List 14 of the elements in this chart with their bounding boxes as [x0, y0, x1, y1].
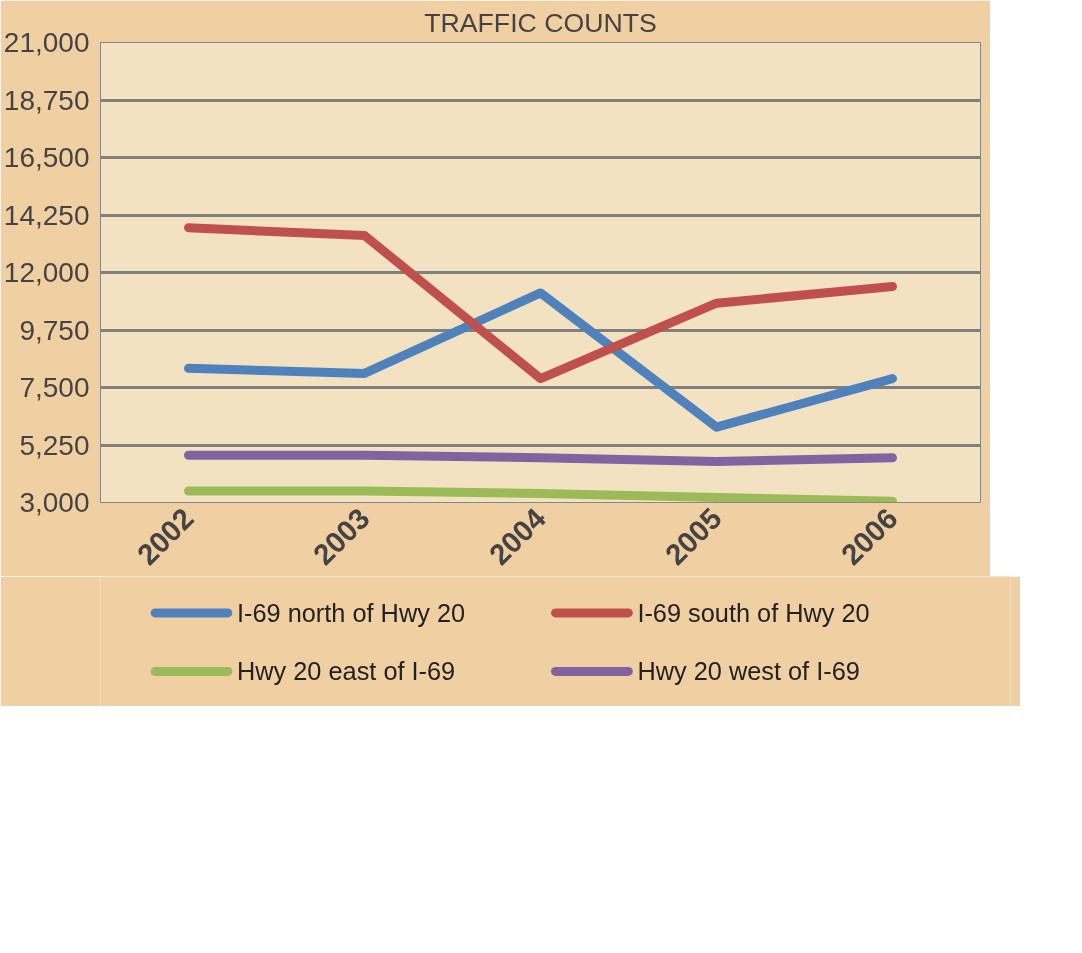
- y-tick-label: 18,750: [3, 84, 90, 116]
- y-tick-label: 14,250: [3, 199, 90, 231]
- legend-label: I-69 north of Hwy 20: [237, 598, 466, 627]
- y-tick-label: 12,000: [3, 257, 90, 288]
- y-tick-label: 16,500: [3, 142, 90, 173]
- chart-title: TRAFFIC COUNTS: [424, 7, 657, 38]
- y-tick-label: 5,250: [19, 429, 90, 461]
- legend-label: Hwy 20 west of I-69: [637, 657, 860, 686]
- y-tick-label: 3,000: [19, 487, 90, 518]
- y-tick-label: 21,000: [3, 27, 90, 58]
- y-tick-label: 9,750: [19, 314, 90, 346]
- legend-label: Hwy 20 east of I-69: [237, 657, 456, 686]
- legend-label: I-69 south of Hwy 20: [637, 598, 870, 627]
- y-tick-label: 7,500: [19, 372, 90, 403]
